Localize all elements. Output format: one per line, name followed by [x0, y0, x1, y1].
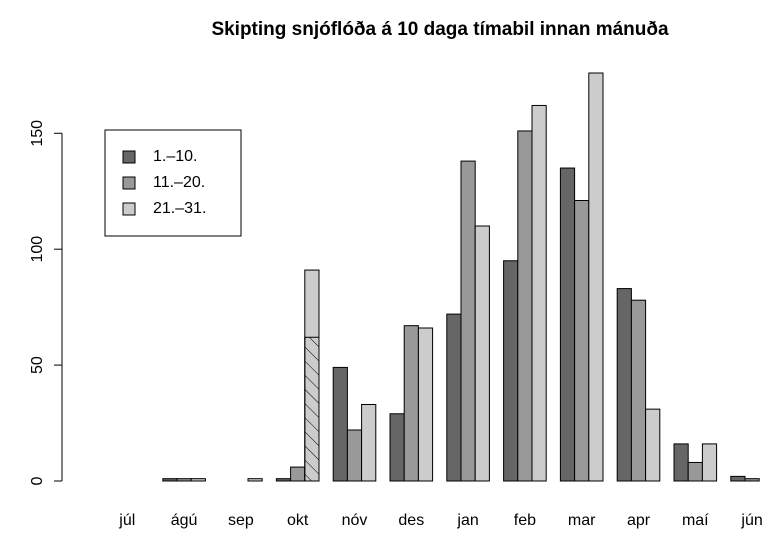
legend-swatch: [122, 176, 136, 190]
x-tick-label: ágú: [171, 512, 198, 529]
x-tick-label: júl: [118, 512, 135, 529]
legend-swatch: [122, 202, 136, 216]
chart-title: Skipting snjóflóða á 10 daga tímabil inn…: [211, 19, 669, 40]
bar: [687, 461, 703, 482]
bar: [361, 404, 377, 482]
bar: [190, 478, 206, 482]
x-tick-label: des: [398, 512, 424, 529]
x-tick-label: mar: [568, 512, 596, 529]
x-tick-label: okt: [287, 512, 309, 529]
bar: [446, 313, 462, 482]
y-tick-label: 150: [29, 120, 46, 147]
bar: [176, 478, 192, 482]
bar: [474, 225, 490, 482]
x-tick-label: jún: [740, 512, 762, 529]
x-tick-label: apr: [627, 512, 651, 529]
bar: [503, 260, 519, 482]
x-tick-label: feb: [514, 512, 536, 529]
y-tick-label: 100: [29, 236, 46, 263]
bar: [389, 413, 405, 482]
legend-label: 1.–10.: [153, 148, 197, 165]
bar: [673, 443, 689, 482]
legend-label: 21.–31.: [153, 200, 206, 217]
y-tick-label: 50: [29, 356, 46, 374]
legend-box: [104, 129, 242, 237]
bar: [275, 478, 292, 482]
bar: [701, 443, 718, 482]
legend-label: 11.–20.: [153, 174, 205, 191]
bar: [403, 325, 419, 482]
bar: [460, 160, 476, 482]
bar: [332, 366, 348, 482]
y-tick-label: 0: [29, 476, 46, 485]
x-tick-label: maí: [682, 512, 709, 529]
x-tick-label: nóv: [342, 512, 368, 529]
x-tick-label: sep: [228, 512, 254, 529]
bar: [290, 466, 306, 482]
bar: [730, 475, 746, 482]
bar: [645, 408, 661, 482]
bar: [744, 478, 760, 482]
bar: [630, 299, 647, 482]
bar: [247, 478, 263, 482]
bar: [616, 288, 632, 482]
bar: [346, 429, 363, 482]
bar: [574, 200, 590, 482]
bar: [559, 167, 576, 482]
bar: [531, 104, 547, 482]
bar: [588, 72, 604, 482]
x-tick-label: jan: [456, 512, 478, 529]
bar: [417, 327, 434, 482]
hatched-bar: [304, 336, 320, 482]
bar: [517, 130, 533, 482]
bar: [162, 478, 178, 482]
legend-swatch: [122, 150, 136, 164]
